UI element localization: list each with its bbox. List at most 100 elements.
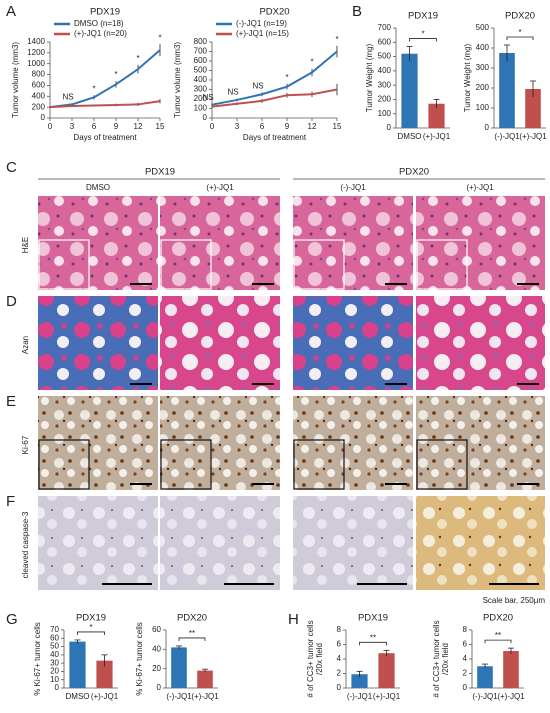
y-tick-label: 400 (378, 66, 392, 75)
micrograph (160, 496, 280, 590)
significance: NS (202, 93, 213, 102)
x-tick-label: DMSO (66, 692, 90, 701)
y-tick-label: 500 (194, 66, 208, 75)
micrograph (416, 496, 545, 590)
micrographs (38, 196, 545, 590)
y-axis-label: Tumor Weight (mg) (365, 43, 374, 112)
bar (197, 670, 213, 688)
x-tick-label: 0 (48, 122, 53, 131)
legend-label: (+)-JQ1 (n=20) (74, 29, 127, 38)
panel-letter: B (352, 3, 362, 20)
x-tick-label: (-)-JQ1 (166, 692, 192, 701)
x-tick-label: (+)-JQ1 (191, 692, 219, 701)
y-tick-label: 0 (485, 123, 490, 132)
significance-bracket (178, 637, 206, 641)
y-tick-label: 0 (387, 123, 392, 132)
y-tick-label: 200 (378, 95, 392, 104)
x-tick-label: 9 (285, 122, 290, 131)
y-tick-label: 30 (50, 658, 59, 667)
y-tick-label: 8 (337, 625, 342, 634)
inset (160, 439, 212, 490)
significance: ** (189, 629, 195, 638)
y-axis-label: # of CC3+ tumor cells (432, 620, 441, 697)
y-tick-label: 800 (194, 37, 208, 46)
y-tick-label: 60 (152, 625, 161, 634)
scale-bar-note: Scale bar, 250μm (483, 596, 546, 605)
y-tick-label: 100 (194, 104, 208, 113)
y-tick-label: 0 (157, 683, 162, 692)
panel-letter: D (6, 293, 17, 310)
inset (416, 239, 468, 290)
bar (69, 641, 86, 688)
significance-bracket (409, 38, 437, 42)
y-tick-label: 20 (50, 667, 59, 676)
y-axis-label: Tumor volume (mm3) (173, 42, 182, 118)
x-tick-label: 6 (92, 122, 97, 131)
group-title: PDX20 (399, 167, 429, 178)
bar (499, 53, 515, 128)
micrograph (160, 296, 280, 390)
y-tick-label: 8 (463, 625, 468, 634)
panel-letter: E (6, 393, 16, 410)
column-label: (-)-JQ1 (340, 183, 366, 192)
y-tick-label: 0 (203, 113, 208, 122)
x-tick-label: 3 (235, 122, 240, 131)
y-tick-label: 0 (463, 683, 468, 692)
panel-letter: A (6, 3, 16, 20)
x-tick-label: 12 (134, 122, 143, 131)
y-tick-label: 2 (337, 669, 342, 678)
column-label: (+)-JQ1 (466, 183, 494, 192)
bar (378, 653, 395, 688)
inset (160, 239, 212, 290)
significance: NS (62, 92, 73, 101)
y-axis-label: Tumor volume (mm3) (11, 42, 20, 118)
x-tick-label: 3 (70, 122, 75, 131)
y-tick-label: 600 (378, 37, 392, 46)
y-tick-label: 10 (50, 675, 59, 684)
inset (38, 239, 90, 290)
significance: * (114, 70, 117, 79)
inset (416, 439, 468, 490)
y-tick-label: 4 (463, 654, 468, 663)
panel-letter: F (6, 493, 15, 510)
significance: * (158, 33, 161, 42)
significance: * (335, 35, 338, 44)
significance: * (92, 84, 95, 93)
x-tick-label: 0 (210, 122, 215, 131)
y-tick-label: 1200 (27, 48, 45, 57)
significance: ** (495, 631, 501, 640)
y-tick-label: 300 (194, 85, 208, 94)
y-tick-label: 300 (476, 63, 490, 72)
y-tick-label: 6 (463, 640, 468, 649)
row-label: Azan (21, 336, 30, 354)
x-tick-label: 15 (333, 122, 342, 131)
y-tick-label: 70 (50, 625, 59, 634)
panel-letter: C (6, 159, 17, 176)
column-label: DMSO (86, 183, 110, 192)
micrograph (293, 496, 413, 590)
series-line (211, 88, 338, 108)
x-tick-label: DMSO (398, 132, 422, 141)
series-line (49, 49, 161, 109)
significance: * (89, 623, 92, 632)
y-tick-label: 300 (378, 80, 392, 89)
panel-letter: H (288, 611, 299, 628)
y-tick-label: 200 (194, 94, 208, 103)
bar (96, 660, 113, 688)
y-axis-label: /20x field (441, 643, 450, 675)
x-tick-label: (+)-JQ1 (373, 692, 401, 701)
y-tick-label: 40 (50, 650, 59, 659)
y-tick-label: 1400 (27, 37, 45, 46)
significance-bracket (506, 36, 534, 40)
y-tick-label: 0 (337, 683, 342, 692)
y-axis-label: Tumor Weight (mg) (463, 43, 472, 112)
y-tick-label: 600 (194, 56, 208, 65)
x-tick-label: (-)-JQ1 (347, 692, 373, 701)
series-line (49, 100, 161, 109)
chart-title: PDX19 (76, 613, 106, 624)
bar (428, 103, 445, 128)
significance: * (518, 28, 521, 37)
legend-label: (-)-JQ1 (n=19) (236, 19, 287, 28)
